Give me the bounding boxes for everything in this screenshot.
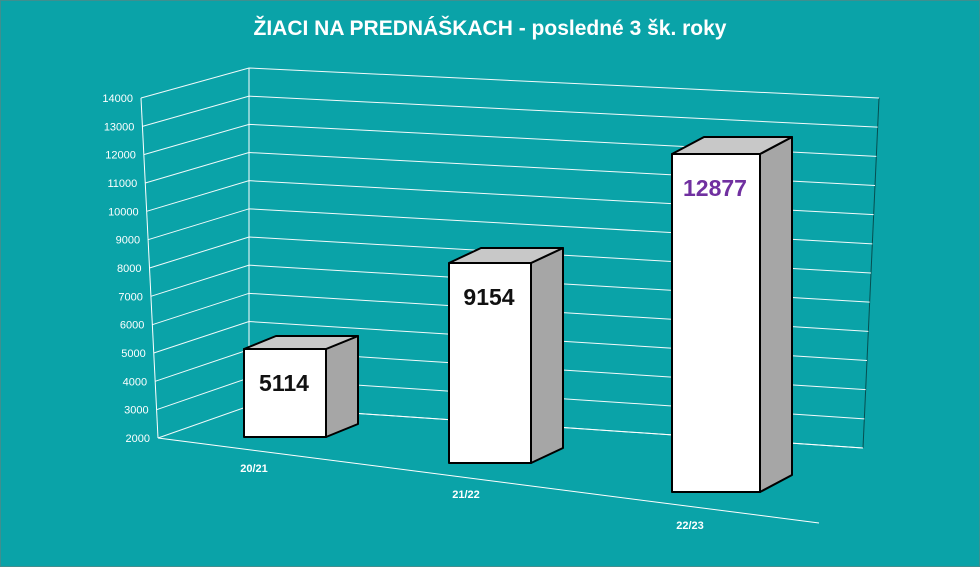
x-tick-label: 21/22: [452, 489, 480, 501]
gridline: [149, 236, 872, 274]
y-tick-label: 2000: [126, 433, 150, 445]
y-tick-label: 13000: [104, 121, 135, 133]
gridline: [147, 208, 873, 245]
bar-front: [243, 348, 327, 438]
bar-side: [759, 136, 793, 493]
bar-side: [530, 247, 564, 464]
chart-title: ŽIACI NA PREDNÁŠKACH - posledné 3 šk. ro…: [253, 17, 727, 40]
y-tick-label: 12000: [105, 150, 136, 162]
y-tick-label: 14000: [102, 93, 133, 105]
bar-front: [671, 153, 761, 493]
y-tick-label: 11000: [107, 178, 137, 190]
x-tick-label: 22/23: [676, 520, 704, 532]
y-tick-label: 8000: [117, 263, 141, 275]
bar-value-label: 12877: [683, 175, 747, 201]
bar-value-label: 5114: [259, 370, 309, 396]
gridline: [142, 95, 878, 128]
y-tick-label: 3000: [124, 405, 148, 417]
gridline: [150, 264, 870, 303]
gridline: [140, 67, 880, 99]
y-tick-label: 4000: [123, 376, 147, 388]
bar-front: [448, 262, 532, 464]
gridline: [143, 123, 877, 157]
bar: 5114: [243, 335, 359, 438]
x-axis-line: [157, 437, 820, 524]
bar-side: [325, 335, 359, 438]
y-tick-label: 10000: [108, 206, 139, 218]
gridline: [146, 180, 874, 216]
gridline: [153, 320, 868, 361]
y-tick-label: 6000: [120, 320, 144, 332]
bar-value-label: 9154: [463, 284, 514, 310]
y-tick-label: 7000: [118, 291, 142, 303]
y-tick-label: 5000: [121, 348, 145, 360]
bar: 9154: [448, 247, 564, 464]
y-tick-label: 9000: [116, 235, 140, 247]
bar: 12877: [671, 136, 793, 493]
x-tick-label: 20/21: [240, 463, 268, 475]
gridline: [145, 151, 876, 186]
gridline: [152, 292, 869, 332]
